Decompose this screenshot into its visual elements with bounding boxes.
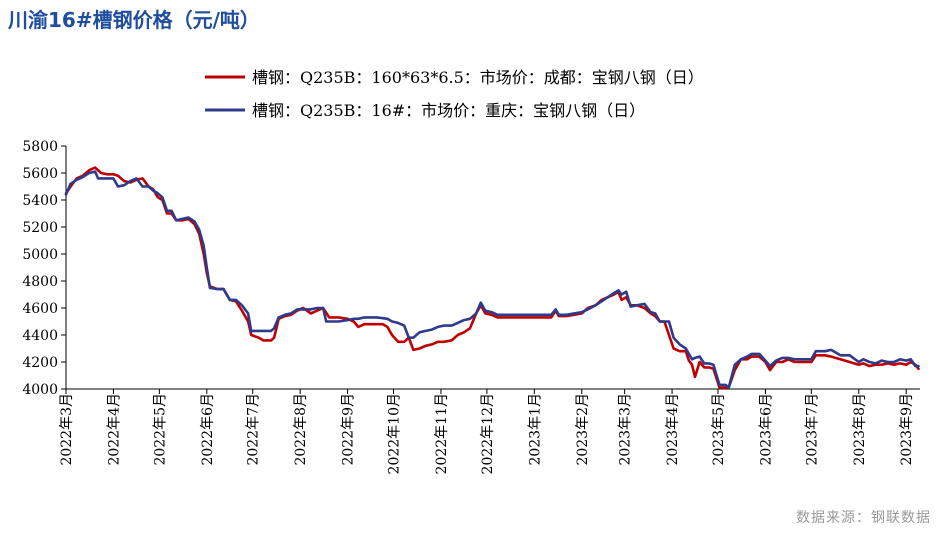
- series-line-chengdu: [64, 166, 920, 389]
- x-tick-label: 2023年7月: [804, 393, 820, 466]
- series-layer: [64, 166, 920, 389]
- series-line-chongqing: [64, 170, 920, 389]
- legend-label-chengdu: 槽钢：Q235B：160*63*6.5：市场价：成都：宝钢八钢（日）: [252, 68, 704, 87]
- y-tick-label: 4200: [22, 355, 58, 371]
- x-tick-label: 2022年6月: [200, 393, 216, 466]
- y-tick-label: 4000: [22, 382, 58, 398]
- x-tick-label: 2022年4月: [106, 393, 122, 466]
- y-tick-label: 4600: [22, 301, 58, 317]
- x-tick-label: 2022年7月: [246, 393, 262, 466]
- y-tick-label: 4400: [22, 328, 58, 344]
- x-tick-label: 2023年3月: [618, 393, 634, 466]
- x-tick-label: 2023年2月: [575, 393, 591, 466]
- y-tick-label: 4800: [22, 274, 58, 290]
- y-tick-label: 5000: [22, 247, 58, 263]
- x-tick-label: 2023年9月: [899, 393, 915, 466]
- x-tick-label: 2022年11月: [434, 393, 450, 474]
- x-axis: 2022年3月 2022年4月 2022年5月 2022年6月 2022年7月 2022年…: [59, 388, 920, 474]
- x-tick-label: 2023年5月: [711, 393, 727, 466]
- legend: 槽钢：Q235B：160*63*6.5：市场价：成都：宝钢八钢（日） 槽钢：Q2…: [205, 68, 704, 120]
- x-tick-label: 2023年6月: [758, 393, 774, 466]
- x-tick-label: 2023年8月: [852, 393, 868, 466]
- x-tick-label: 2023年1月: [527, 393, 543, 466]
- chart-title: 川渝16#槽钢价格（元/吨）: [8, 8, 260, 32]
- y-tick-label: 5200: [22, 220, 58, 236]
- y-tick-label: 5400: [22, 193, 58, 209]
- y-tick-label: 5600: [22, 166, 58, 182]
- x-tick-label: 2022年12月: [480, 393, 496, 474]
- legend-label-chongqing: 槽钢：Q235B：16#：市场价：重庆：宝钢八钢（日）: [252, 101, 645, 120]
- x-tick-label: 2022年3月: [59, 393, 75, 466]
- x-tick-label: 2023年4月: [665, 393, 681, 466]
- x-tick-label: 2022年5月: [152, 393, 168, 466]
- x-tick-label: 2022年10月: [387, 393, 403, 474]
- y-axis: 4000 4200 4400 4600 4800 5000 5200 5400 5600 5800: [22, 139, 67, 398]
- x-tick-label: 2022年8月: [293, 393, 309, 466]
- source-note: 数据来源：钢联数据: [796, 510, 931, 526]
- x-tick-label: 2022年9月: [341, 393, 357, 466]
- y-tick-label: 5800: [22, 139, 58, 155]
